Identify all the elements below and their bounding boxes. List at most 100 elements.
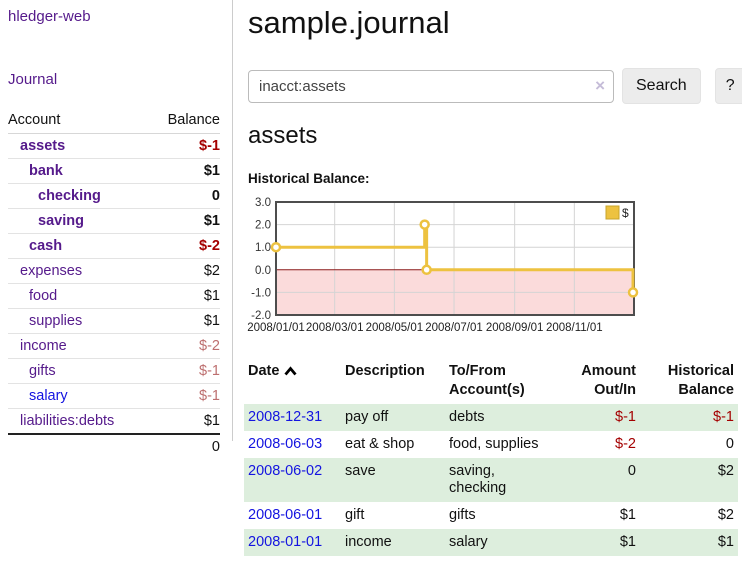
account-row: bank $1 [8, 158, 220, 184]
accounts-header-balance: Balance [150, 108, 220, 134]
transaction-row[interactable]: 2008-12-31 pay off debts $-1 $-1 [244, 404, 738, 431]
account-balance: $1 [150, 158, 220, 184]
account-row: saving $1 [8, 208, 220, 234]
account-row: liabilities:debts $1 [8, 408, 220, 435]
svg-text:-2.0: -2.0 [251, 310, 271, 322]
account-link[interactable]: gifts [29, 363, 56, 379]
account-link[interactable]: liabilities:debts [20, 413, 115, 429]
account-row: checking 0 [8, 183, 220, 209]
transaction-date-link[interactable]: 2008-01-01 [248, 534, 323, 550]
historical-balance-chart-container: 2008/01/01 2008/03/01 2008/05/01 2008/07/01… [242, 192, 644, 340]
account-link[interactable]: income [20, 338, 67, 354]
transaction-date-link[interactable]: 2008-06-01 [248, 507, 323, 523]
account-heading: assets [248, 122, 318, 149]
column-header-date[interactable]: Date [244, 358, 341, 404]
account-balance: $-2 [150, 333, 220, 359]
clear-search-icon[interactable]: × [595, 75, 605, 95]
transaction-description: income [345, 534, 392, 550]
svg-text:0.0: 0.0 [255, 265, 271, 277]
accounts-total-row: 0 [8, 433, 220, 459]
account-row: expenses $2 [8, 258, 220, 284]
account-row: cash $-2 [8, 233, 220, 259]
transaction-date-link[interactable]: 2008-12-31 [248, 409, 323, 425]
account-link[interactable]: cash [29, 238, 63, 254]
transaction-balance: $2 [717, 507, 734, 523]
column-header-amount: Amount Out/In [581, 363, 636, 398]
page-title: sample.journal [248, 5, 450, 40]
account-balance: $1 [150, 308, 220, 334]
search-box: × [248, 69, 614, 103]
transaction-balance: $1 [717, 534, 734, 550]
account-balance: 0 [150, 183, 220, 209]
svg-text:2.0: 2.0 [255, 220, 271, 232]
account-balance: $-1 [150, 358, 220, 384]
search-button[interactable]: Search [622, 68, 701, 104]
transaction-accounts: food, supplies [449, 436, 539, 452]
transaction-description: pay off [345, 409, 389, 425]
transaction-amount: $1 [619, 534, 636, 550]
account-link[interactable]: food [29, 288, 58, 304]
svg-text:2008/09/01: 2008/09/01 [486, 322, 544, 334]
transaction-description: save [345, 463, 376, 479]
account-balance: $-1 [150, 133, 220, 159]
transaction-amount: $1 [619, 507, 636, 523]
account-link[interactable]: checking [38, 188, 101, 204]
account-link[interactable]: bank [29, 163, 63, 179]
svg-text:-1.0: -1.0 [251, 287, 271, 299]
transaction-row[interactable]: 2008-06-03 eat & shop food, supplies $-2… [244, 431, 738, 458]
account-link[interactable]: salary [29, 388, 68, 404]
account-row: gifts $-1 [8, 358, 220, 384]
transaction-accounts: gifts [449, 507, 476, 523]
account-balance: $-2 [150, 233, 220, 259]
account-balance: $1 [150, 283, 220, 309]
transaction-row[interactable]: 2008-06-02 save saving, checking 0 $2 [244, 458, 738, 502]
transaction-balance: 0 [725, 436, 734, 452]
account-row: income $-2 [8, 333, 220, 359]
transaction-amount: $-2 [615, 436, 636, 452]
transaction-date-link[interactable]: 2008-06-03 [248, 436, 323, 452]
account-link[interactable]: assets [20, 138, 66, 154]
account-balance: $1 [150, 208, 220, 234]
transaction-accounts: saving, checking [449, 463, 507, 496]
column-header-balance: Historical Balance [667, 363, 734, 398]
transactions-table: Date Description To/From Account(s) Amoun… [244, 358, 738, 556]
svg-text:3.0: 3.0 [255, 197, 271, 209]
column-header-accounts: To/From Account(s) [449, 363, 525, 398]
svg-text:2008/05/01: 2008/05/01 [366, 322, 424, 334]
account-row: assets $-1 [8, 133, 220, 159]
main-content: sample.journal × Search ? assets Histori… [244, 0, 742, 556]
account-row: food $1 [8, 283, 220, 309]
account-link[interactable]: expenses [20, 263, 83, 279]
app-title-link[interactable]: hledger-web [8, 8, 91, 25]
transaction-balance: $-1 [713, 409, 734, 425]
chart-title: Historical Balance: [248, 171, 370, 186]
transaction-description: eat & shop [345, 436, 415, 452]
transaction-amount: $-1 [615, 409, 636, 425]
transaction-accounts: debts [449, 409, 485, 425]
account-link[interactable]: saving [38, 213, 84, 229]
column-header-description: Description [345, 363, 425, 379]
account-balance: $2 [150, 258, 220, 284]
help-button[interactable]: ? [714, 68, 742, 104]
account-link[interactable]: supplies [29, 313, 83, 329]
sidebar: hledger-web Journal Account Balance asse… [0, 0, 233, 459]
account-balance: $-1 [150, 383, 220, 409]
sort-ascending-icon [284, 363, 298, 382]
svg-text:2008/03/01: 2008/03/01 [306, 322, 364, 334]
historical-balance-chart[interactable]: 2008/01/01 2008/03/01 2008/05/01 2008/07/01… [242, 192, 644, 340]
svg-text:$: $ [622, 206, 629, 220]
svg-text:2008/07/01: 2008/07/01 [425, 322, 483, 334]
account-row: supplies $1 [8, 308, 220, 334]
account-balance: $1 [150, 408, 220, 435]
search-input[interactable] [248, 69, 614, 103]
transaction-date-link[interactable]: 2008-06-02 [248, 463, 323, 479]
svg-text:2008/11/01: 2008/11/01 [546, 322, 603, 334]
transaction-balance: $2 [717, 463, 734, 479]
transactions-header-row: Date Description To/From Account(s) Amoun… [244, 358, 738, 404]
transaction-row[interactable]: 2008-01-01 income salary $1 $1 [244, 529, 738, 556]
sidebar-item-journal[interactable]: Journal [8, 71, 58, 88]
transaction-amount: 0 [627, 463, 636, 479]
transaction-row[interactable]: 2008-06-01 gift gifts $1 $2 [244, 502, 738, 529]
search-form: × Search ? [248, 68, 742, 104]
account-row: salary $-1 [8, 383, 220, 409]
